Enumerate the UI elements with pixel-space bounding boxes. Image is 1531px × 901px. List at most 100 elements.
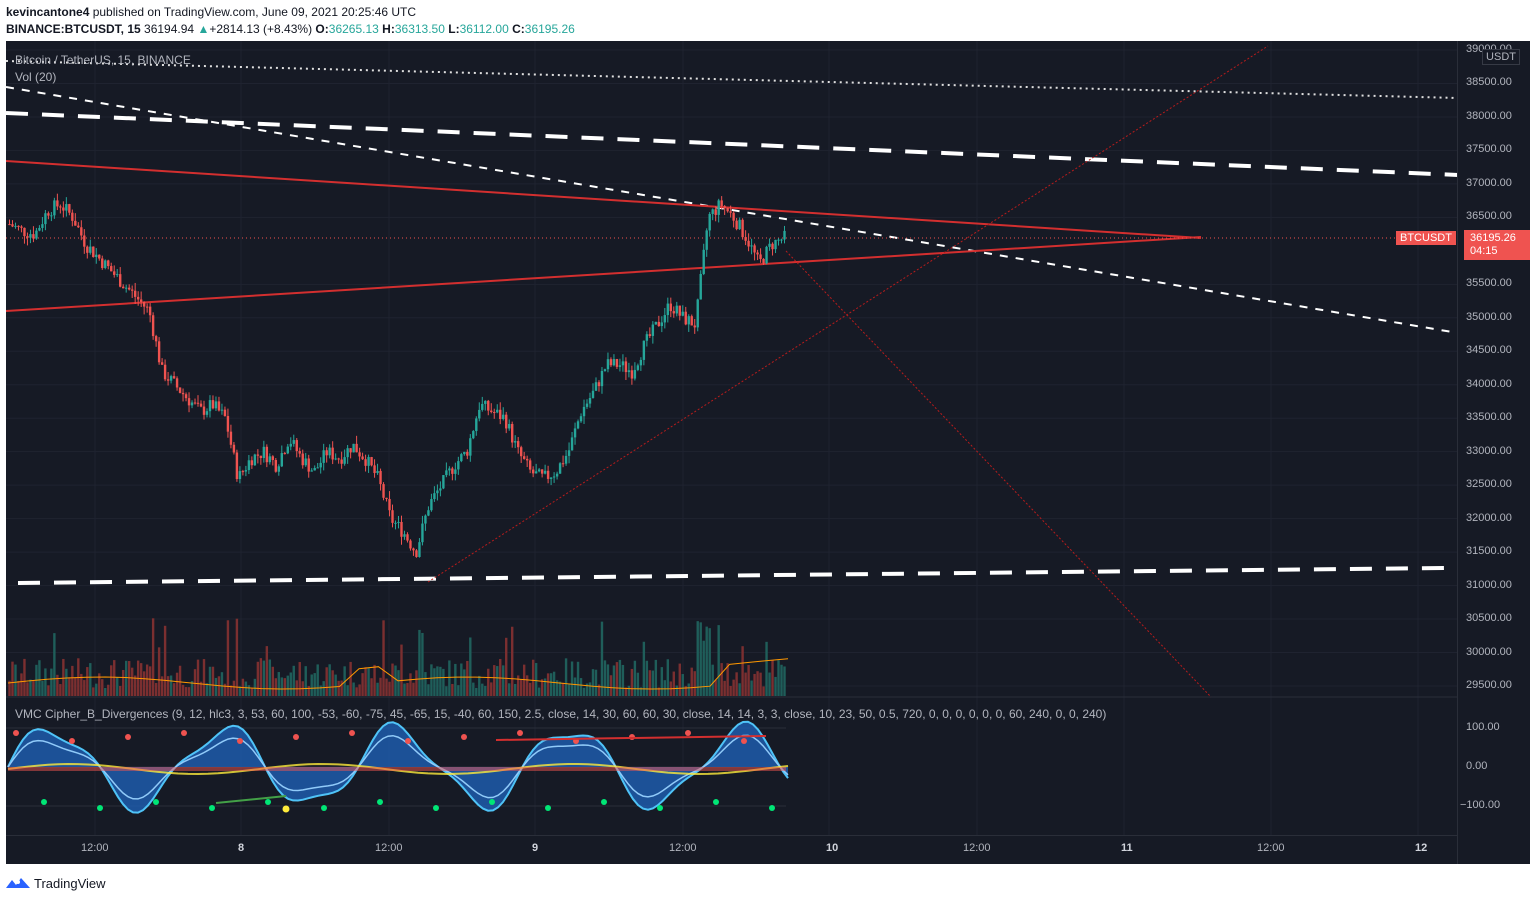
signal-dot — [685, 730, 691, 736]
volume-bar — [110, 665, 113, 696]
candle-body — [639, 359, 643, 366]
candle-body — [113, 271, 116, 275]
candle-body — [328, 447, 331, 456]
currency-unit[interactable]: USDT — [1482, 49, 1520, 65]
candle-body — [463, 451, 466, 455]
volume-bar — [334, 674, 337, 696]
chart-area[interactable]: Bitcoin / TetherUS, 15, BINANCE Vol (20)… — [6, 41, 1530, 864]
candle-body — [409, 540, 412, 549]
candle-body — [238, 471, 242, 480]
volume-bar — [717, 625, 720, 696]
time-tick: 8 — [238, 842, 245, 854]
candle-body — [241, 471, 245, 473]
volume-bar — [573, 677, 577, 696]
volume-bar — [295, 680, 298, 696]
volume-bar — [711, 664, 714, 696]
money-flow-band — [8, 767, 786, 771]
volume-bar — [406, 683, 409, 696]
candle-body — [178, 387, 182, 393]
candle-body — [175, 378, 179, 388]
volume-bar — [394, 665, 397, 696]
close-value: 36195.26 — [524, 22, 575, 36]
volume-bar — [783, 666, 786, 696]
candle-body — [331, 447, 334, 460]
symbol-name: BINANCE:BTCUSDT, 15 — [6, 22, 141, 36]
time-axis[interactable]: 12:00 8 12:00 9 12:00 10 12:00 11 12:00 12 — [6, 835, 1458, 864]
volume-bar — [445, 686, 448, 696]
candle-body — [645, 334, 649, 341]
volume-bar — [226, 620, 230, 696]
candle-body — [594, 382, 598, 391]
volume-bar — [582, 687, 586, 696]
up-arrow-icon: ▲ — [197, 22, 210, 36]
candle-body — [687, 316, 690, 325]
volume-bar — [442, 668, 445, 696]
volume-bar — [277, 672, 281, 696]
volume-bar — [454, 663, 457, 696]
candle-body — [274, 459, 278, 472]
candle-body — [268, 456, 272, 463]
volume-bar — [26, 682, 29, 696]
volume-bar — [29, 679, 32, 696]
time-tick: 12:00 — [963, 842, 991, 854]
candle-body — [567, 450, 571, 456]
signal-dot — [713, 799, 719, 805]
price-tick: 34500.00 — [1466, 344, 1512, 357]
volume-bar — [157, 647, 161, 696]
volume-bar — [762, 686, 765, 696]
volume-bar — [567, 684, 571, 696]
candle-body — [101, 258, 104, 268]
candle-body — [627, 370, 631, 373]
candle-body — [172, 376, 176, 379]
candle-body — [47, 213, 50, 216]
candle-body — [609, 359, 613, 366]
time-tick: 12:00 — [1257, 842, 1285, 854]
volume-bar — [555, 680, 559, 696]
candle-body — [427, 510, 430, 516]
publisher-name[interactable]: kevincantone4 — [6, 5, 90, 19]
volume-bar — [346, 685, 349, 696]
volume-bar — [274, 678, 278, 696]
candle-body — [232, 444, 236, 453]
candle-body — [92, 246, 95, 257]
volume-bar — [247, 685, 251, 696]
candle-body — [546, 470, 550, 479]
candle-body — [358, 452, 361, 457]
volume-bar — [50, 668, 53, 696]
volume-bar — [214, 677, 218, 696]
volume-bar — [229, 685, 233, 696]
price-tick: 35500.00 — [1466, 277, 1512, 290]
candle-body — [235, 452, 239, 480]
volume-bar — [101, 679, 104, 696]
price-axis[interactable]: 39000.0038500.0038000.0037500.0037000.00… — [1457, 41, 1530, 864]
volume-bar — [705, 626, 708, 696]
published-text: published on TradingView.com, June 09, 2… — [89, 5, 417, 19]
volume-bar — [747, 665, 750, 696]
volume-bar — [178, 665, 182, 696]
price-chart-svg[interactable] — [6, 41, 1458, 836]
volume-bar — [630, 668, 634, 696]
candle-body — [591, 390, 595, 398]
candle-body — [44, 213, 47, 225]
signal-dot — [769, 805, 775, 811]
candle-body — [576, 421, 580, 429]
volume-bar — [612, 665, 616, 696]
candle-body — [301, 453, 304, 466]
candle-body — [110, 266, 113, 272]
volume-bar — [74, 677, 77, 696]
volume-bar — [502, 665, 505, 696]
volume-bar — [636, 672, 640, 696]
volume-bar — [253, 678, 257, 696]
candle-body — [202, 406, 206, 415]
candle-body — [654, 321, 658, 325]
candle-body — [77, 225, 80, 228]
candle-body — [265, 446, 269, 463]
volume-bar — [104, 687, 107, 696]
candle-body — [780, 239, 783, 241]
signal-dot — [517, 730, 523, 736]
tradingview-brand[interactable]: TradingView — [6, 872, 106, 894]
volume-bar — [199, 681, 203, 696]
candle-body — [98, 254, 101, 259]
volume-bar — [47, 685, 50, 696]
candle-body — [133, 290, 137, 297]
